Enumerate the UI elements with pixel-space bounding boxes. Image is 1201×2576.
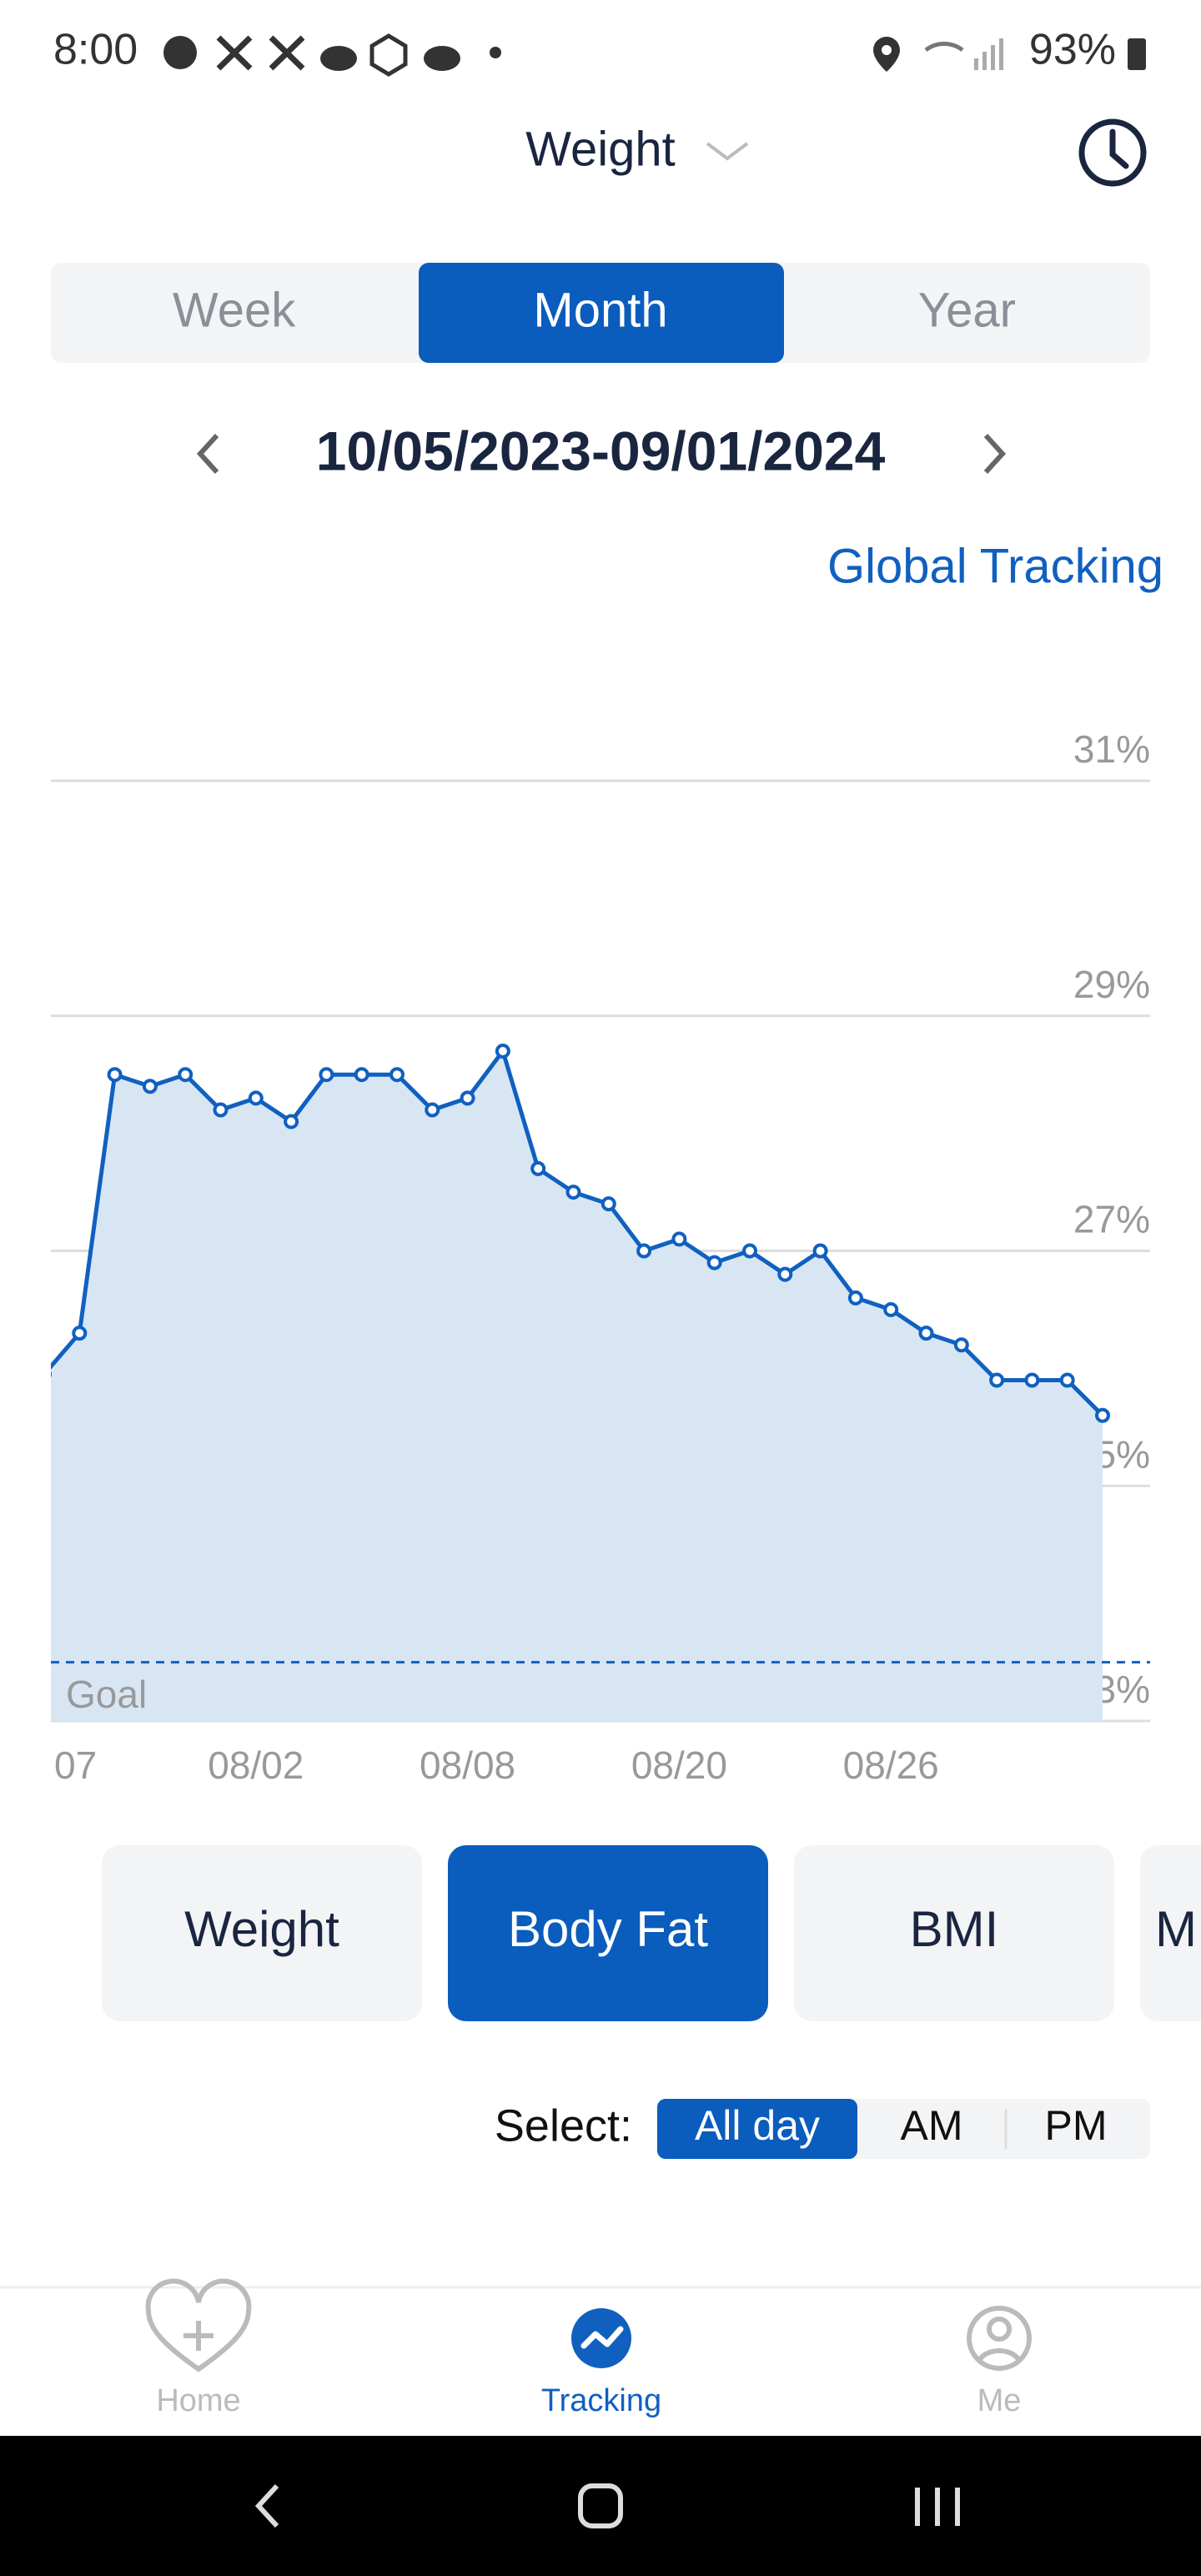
data-point <box>1059 1372 1075 1388</box>
x-tick-label: 08/20 <box>631 1743 727 1787</box>
dropdown-chevron[interactable] <box>706 142 749 161</box>
y-tick-label: 31% <box>1073 727 1150 771</box>
data-point <box>72 1326 88 1341</box>
data-point <box>600 1196 616 1212</box>
x-tick-label: 08/08 <box>420 1743 515 1787</box>
system-back[interactable] <box>254 2483 279 2528</box>
data-point <box>1095 1407 1110 1423</box>
nav-label[interactable]: Me <box>977 2383 1022 2418</box>
data-point <box>142 1079 158 1094</box>
select-option[interactable]: All day <box>695 2102 820 2149</box>
select-label: Select: <box>495 2101 632 2151</box>
metric-button-selected[interactable] <box>448 1845 768 2021</box>
home-icon[interactable] <box>145 2278 252 2372</box>
data-point <box>1024 1372 1040 1388</box>
nav-label[interactable]: Tracking <box>541 2383 661 2418</box>
tracking-icon[interactable] <box>571 2308 631 2368</box>
metric-button[interactable] <box>794 1845 1114 2021</box>
data-point <box>460 1090 475 1106</box>
select-option-selected[interactable] <box>657 2099 857 2159</box>
data-point <box>213 1102 229 1118</box>
data-point <box>354 1067 369 1083</box>
date-range: 10/05/2023-09/01/2024 <box>316 420 886 481</box>
data-point <box>565 1185 581 1200</box>
x-tick-label: 07 <box>54 1743 97 1787</box>
data-point <box>425 1102 440 1118</box>
goal-label: Goal <box>66 1673 147 1716</box>
next-button[interactable] <box>983 433 1007 475</box>
data-point <box>107 1067 123 1083</box>
y-tick-label: 27% <box>1073 1198 1150 1241</box>
data-point <box>178 1067 193 1083</box>
global-tracking-link[interactable]: Global Tracking <box>827 539 1163 593</box>
select-option[interactable]: PM <box>1045 2102 1108 2149</box>
area-fill <box>51 1051 1103 1721</box>
data-point <box>953 1337 969 1353</box>
metric-label[interactable]: BMI <box>910 1901 999 1957</box>
tab-selected[interactable] <box>419 263 784 363</box>
system-nav-bar <box>0 2436 1201 2576</box>
y-tick-label: 29% <box>1073 963 1150 1006</box>
metric-label[interactable]: M <box>1155 1901 1197 1957</box>
data-point <box>636 1243 652 1259</box>
period-tab[interactable]: Week <box>173 283 296 337</box>
data-point <box>248 1090 264 1106</box>
period-tab[interactable]: Month <box>533 283 667 337</box>
data-point <box>389 1067 405 1083</box>
data-point <box>530 1160 546 1176</box>
data-point <box>847 1290 863 1306</box>
metric-label[interactable]: Body Fat <box>508 1901 708 1957</box>
prev-button[interactable] <box>196 433 219 475</box>
data-point <box>495 1044 510 1059</box>
data-point <box>742 1243 757 1259</box>
header-title[interactable]: Weight <box>525 122 675 176</box>
data-point <box>706 1255 722 1270</box>
system-home[interactable] <box>578 2483 623 2528</box>
data-point <box>812 1243 828 1259</box>
data-point <box>777 1266 793 1282</box>
data-point <box>989 1372 1005 1388</box>
select-option[interactable]: AM <box>901 2102 963 2149</box>
x-tick-label: 08/26 <box>843 1743 939 1787</box>
status-time: 8:00 <box>53 26 138 74</box>
data-point <box>319 1067 334 1083</box>
data-point <box>671 1231 687 1247</box>
plot-area <box>51 1044 1110 1721</box>
data-point <box>284 1114 299 1130</box>
metric-button[interactable] <box>102 1845 422 2021</box>
metric-button[interactable] <box>1140 1845 1201 2021</box>
data-point <box>918 1326 934 1341</box>
data-point <box>51 1371 52 1378</box>
nav-label[interactable]: Home <box>156 2383 240 2418</box>
period-tab[interactable]: Year <box>918 283 1016 337</box>
x-tick-label: 08/02 <box>208 1743 304 1787</box>
status-icons <box>163 33 1146 77</box>
history-button[interactable] <box>1078 118 1147 187</box>
data-point <box>883 1301 899 1317</box>
system-recents[interactable] <box>915 2488 960 2526</box>
metric-label[interactable]: Weight <box>184 1901 339 1957</box>
status-battery: 93% <box>1029 26 1116 74</box>
me-icon[interactable] <box>967 2306 1032 2371</box>
